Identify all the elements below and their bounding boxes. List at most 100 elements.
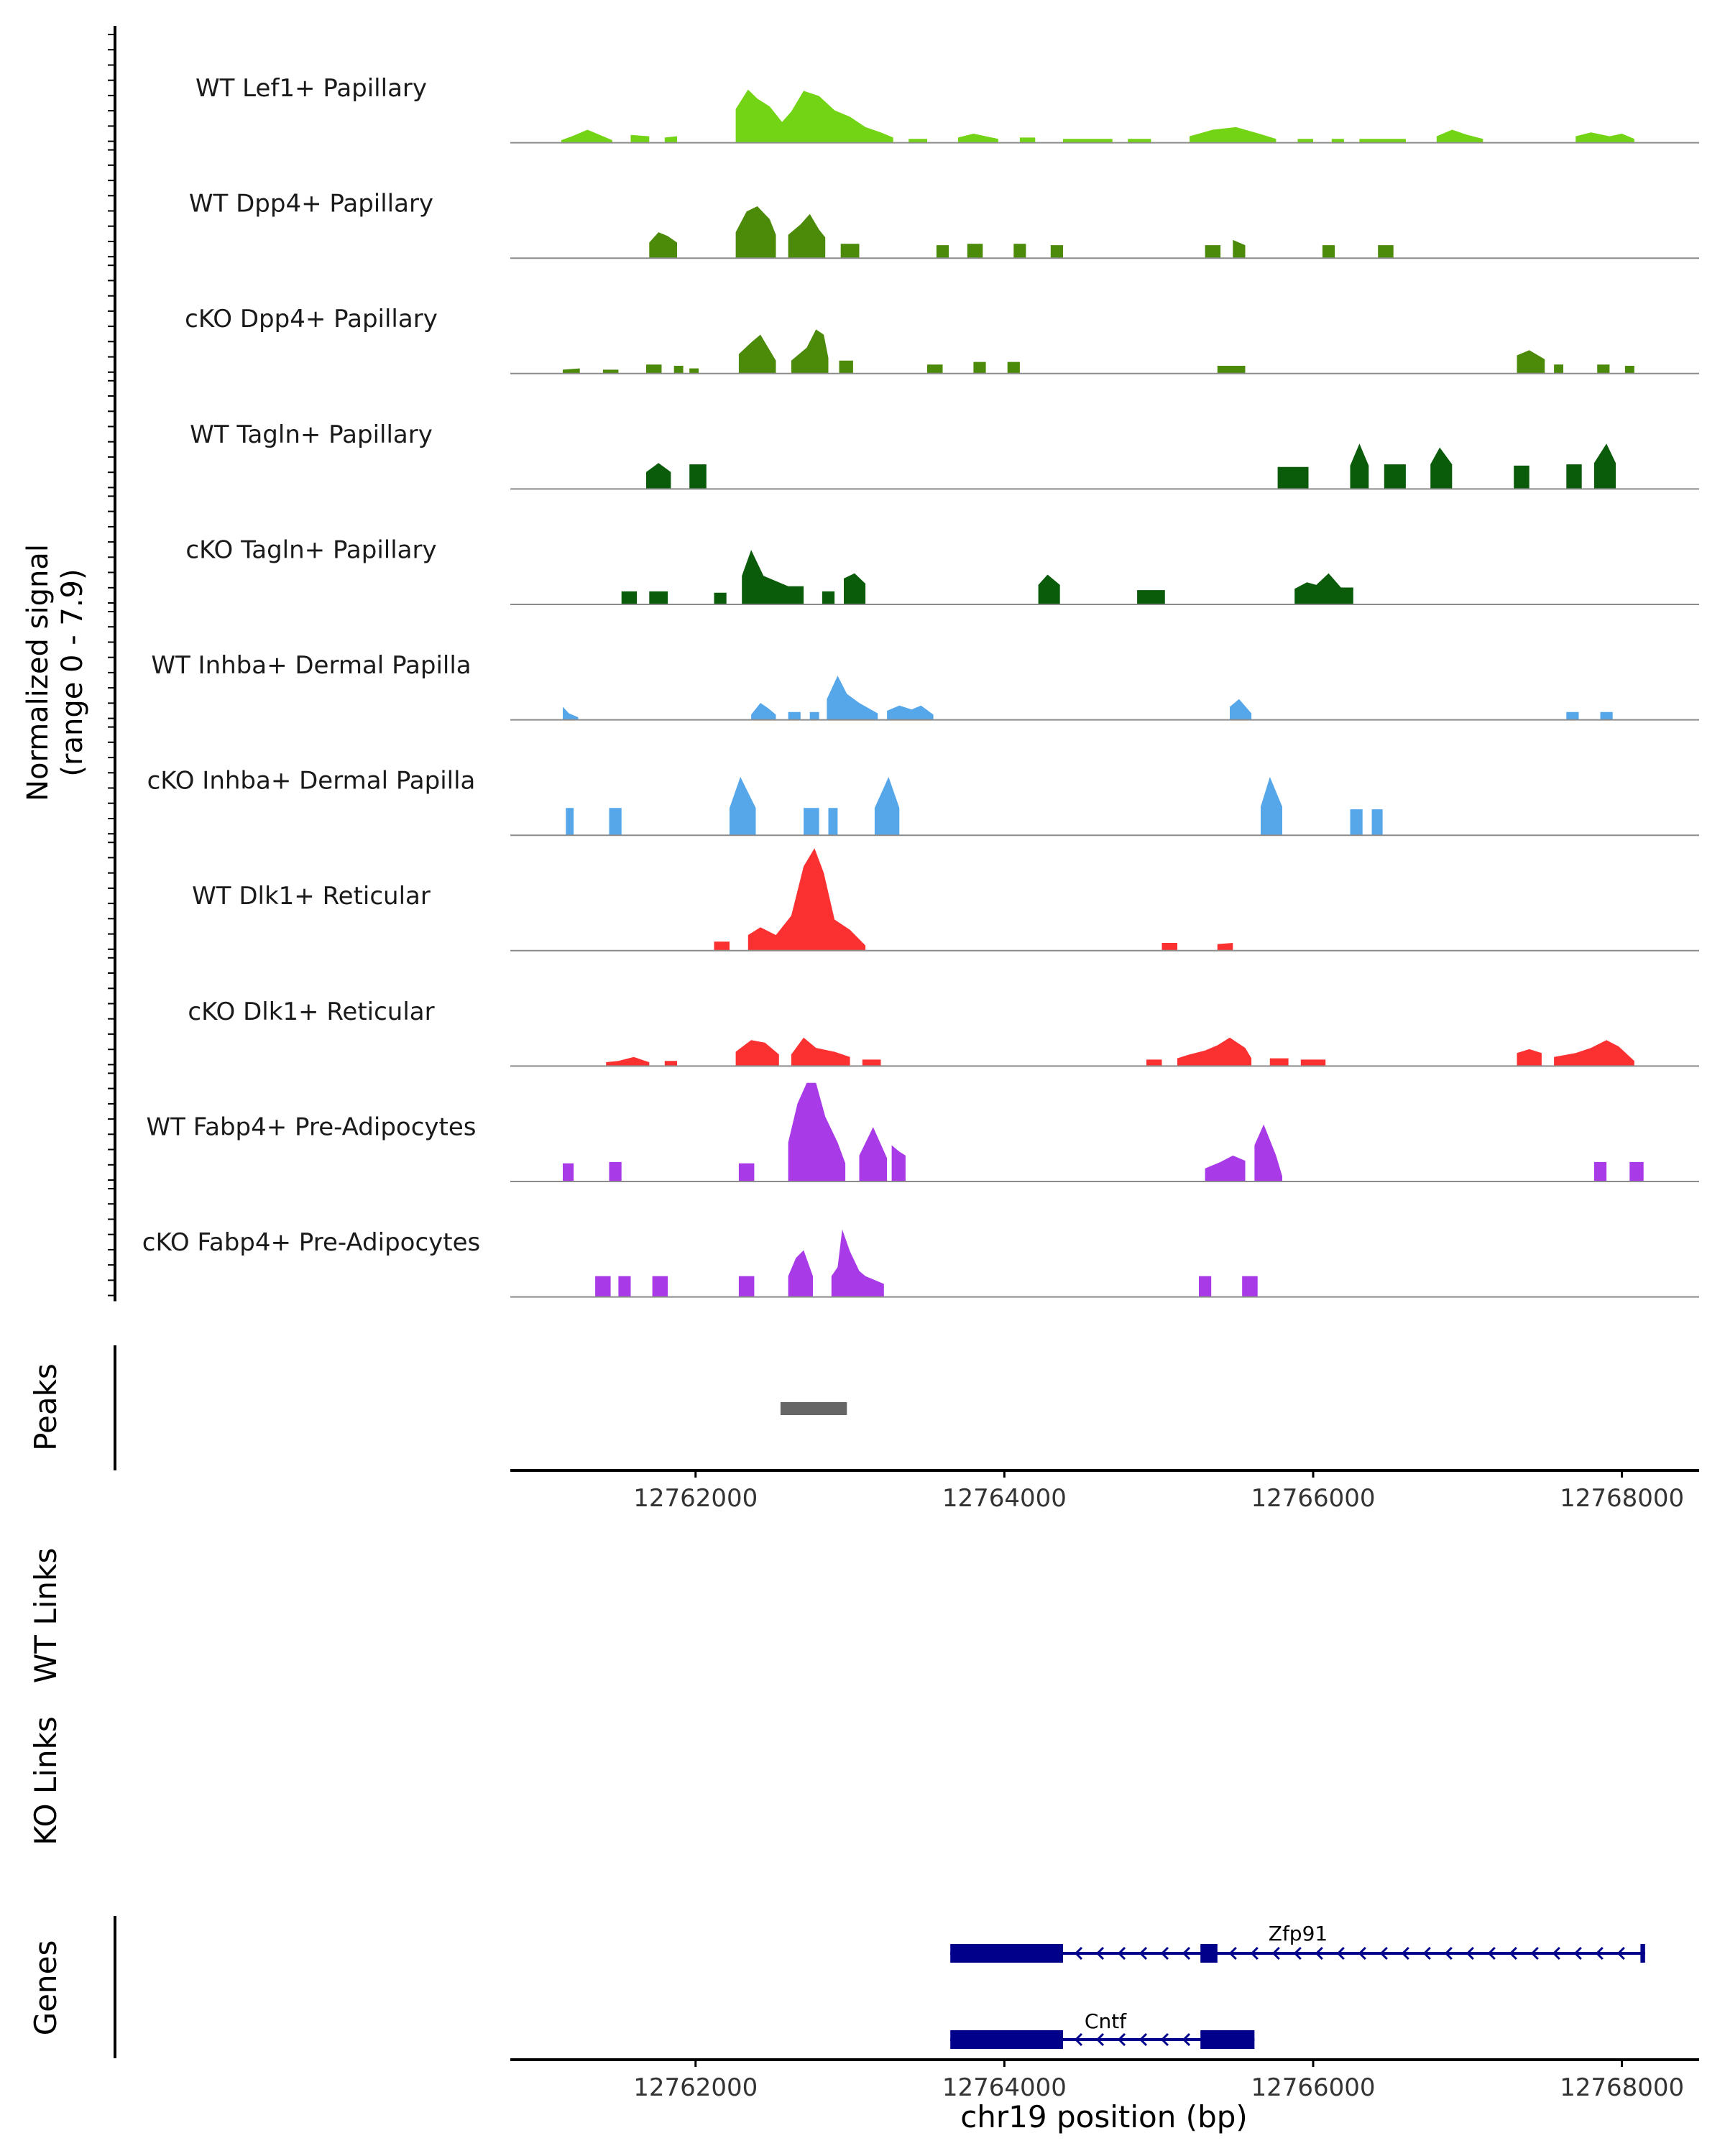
coverage-peak-7 [1013, 244, 1026, 259]
coverage-peak-1 [563, 368, 580, 374]
x-axis-tick-label: 12766000 [1251, 1484, 1375, 1513]
coverage-peak-6 [887, 705, 934, 720]
coverage-peak-8 [1137, 590, 1165, 604]
coverage-peak-7 [1019, 137, 1036, 143]
coverage-peak-1 [563, 706, 579, 720]
coverage-peak-2 [618, 1276, 631, 1297]
strand-arrow [1315, 1946, 1323, 1961]
coverage-peak-2 [609, 1161, 622, 1181]
coverage-peak-15 [1576, 132, 1634, 143]
x-axis-tick-label: 12764000 [942, 2073, 1067, 2102]
coverage-peak-2 [609, 808, 622, 836]
coverage-peak-11 [1007, 361, 1020, 374]
coverage-peak-6 [891, 1145, 906, 1181]
x-axis-tick-label: 12762000 [633, 2073, 758, 2102]
strand-arrow [1095, 2032, 1105, 2047]
coverage-peak-3 [1162, 943, 1177, 951]
strand-arrow [1616, 1946, 1625, 1961]
gene-zfp91: Zfp91 [950, 1922, 1645, 1963]
coverage-peak-4 [809, 711, 819, 720]
coverage-peak-10 [1233, 239, 1246, 259]
coverage-peak-10 [1190, 126, 1276, 143]
coverage-peak-4 [788, 1082, 846, 1181]
strand-arrow [1422, 1946, 1431, 1961]
wt-links-label: WT Links [28, 1548, 63, 1683]
coverage-peak-4 [840, 244, 860, 259]
track-wt-inhba-dermal-papilla: WT Inhba+ Dermal Papilla [151, 651, 1699, 721]
track-label: cKO Fabp4+ Pre-Adipocytes [142, 1228, 481, 1257]
coverage-peak-12 [1331, 139, 1344, 143]
strand-arrow [1509, 1946, 1517, 1961]
coverage-peak-5 [822, 591, 835, 604]
coverage-peak-1 [714, 941, 730, 951]
coverage-peak-7 [791, 329, 829, 374]
coverage-peak-2 [630, 134, 650, 143]
gene-name-label: Zfp91 [1269, 1922, 1328, 1945]
coverage-peak-1 [566, 808, 574, 836]
coverage-peak-8 [1050, 245, 1063, 259]
coverage-peak-5 [827, 676, 878, 720]
gene-exon [950, 2030, 1064, 2049]
coverage-peak-1 [563, 1163, 574, 1181]
track-cko-dpp4-papillary: cKO Dpp4+ Papillary [185, 305, 1699, 374]
coverage-peak-9 [1128, 139, 1151, 143]
track-label: WT Tagln+ Papillary [190, 420, 433, 449]
strand-arrow [1573, 1946, 1582, 1961]
gene-name-label: Cntf [1085, 2009, 1127, 2033]
links-panel: WT Links KO Links [28, 1548, 63, 1846]
coverage-peak-4 [1350, 443, 1369, 489]
strand-arrow [1271, 1946, 1280, 1961]
coverage-peak-1 [606, 1056, 650, 1067]
coordinate-axis-bottom: 12762000 12764000 12766000 12768000 [510, 2058, 1699, 2102]
gene-exon [1200, 1944, 1218, 1963]
coverage-peak-4 [738, 1276, 755, 1297]
coverage-peak-8 [1063, 139, 1113, 143]
coverage-peak-7 [1514, 465, 1530, 489]
coverage-peak-9 [1300, 1059, 1326, 1067]
strand-arrow [1138, 1946, 1148, 1961]
coverage-peak-10 [973, 361, 986, 374]
coverage-peak-6 [831, 1229, 884, 1297]
coverage-peak-3 [714, 592, 727, 604]
track-label: WT Dlk1+ Reticular [192, 882, 431, 911]
x-axis-label: chr19 position (bp) [960, 2099, 1248, 2134]
coverage-peak-12 [1217, 366, 1246, 374]
coverage-y-axis-range-label: (range 0 - 7.9) [56, 568, 89, 776]
strand-arrow [1182, 2032, 1191, 2047]
strand-arrow [1160, 1946, 1169, 1961]
coverage-peak-5 [788, 1250, 813, 1297]
coverage-peak-6 [1146, 1059, 1162, 1067]
coverage-peak-2 [748, 848, 866, 951]
coverage-peak-6 [957, 134, 998, 143]
strand-arrow [1117, 1946, 1126, 1961]
coverage-peak-6 [844, 573, 866, 604]
track-cko-inhba-dermal-papilla: cKO Inhba+ Dermal Papilla [147, 767, 1699, 837]
coordinate-axis-top: 12762000 12764000 12766000 12768000 [510, 1469, 1699, 1513]
peaks-panel: Peaks [28, 1345, 847, 1470]
coverage-peak-9 [1294, 573, 1353, 604]
coverage-peak-3 [735, 1040, 779, 1067]
peak-region-1 [780, 1402, 847, 1415]
coverage-peak-6 [738, 334, 776, 374]
coverage-peak-4 [791, 1037, 850, 1067]
track-label: cKO Dpp4+ Papillary [185, 305, 438, 333]
coverage-peak-8 [1242, 1276, 1258, 1297]
coverage-peak-8 [839, 360, 853, 374]
strand-arrow [1182, 1946, 1191, 1961]
coverage-peak-8 [1566, 711, 1579, 720]
track-label: cKO Tagln+ Papillary [185, 535, 436, 564]
coverage-peak-4 [735, 89, 893, 143]
coverage-peak-4 [673, 366, 684, 374]
coverage-peak-3 [646, 364, 662, 374]
coverage-tracks: WT Lef1+ Papillary WT Dpp4+ Papillary cKO … [142, 74, 1699, 1298]
coverage-peak-5 [862, 1059, 881, 1067]
coverage-peak-2 [649, 591, 668, 604]
coverage-peak-4 [804, 808, 819, 836]
coverage-peak-8 [1566, 464, 1582, 489]
coverage-peak-8 [1254, 1124, 1282, 1181]
coverage-peak-8 [1350, 809, 1363, 836]
x-axis-tick-label: 12768000 [1560, 2073, 1684, 2102]
strand-arrow [1250, 1946, 1259, 1961]
coverage-peak-10 [1517, 1049, 1542, 1067]
